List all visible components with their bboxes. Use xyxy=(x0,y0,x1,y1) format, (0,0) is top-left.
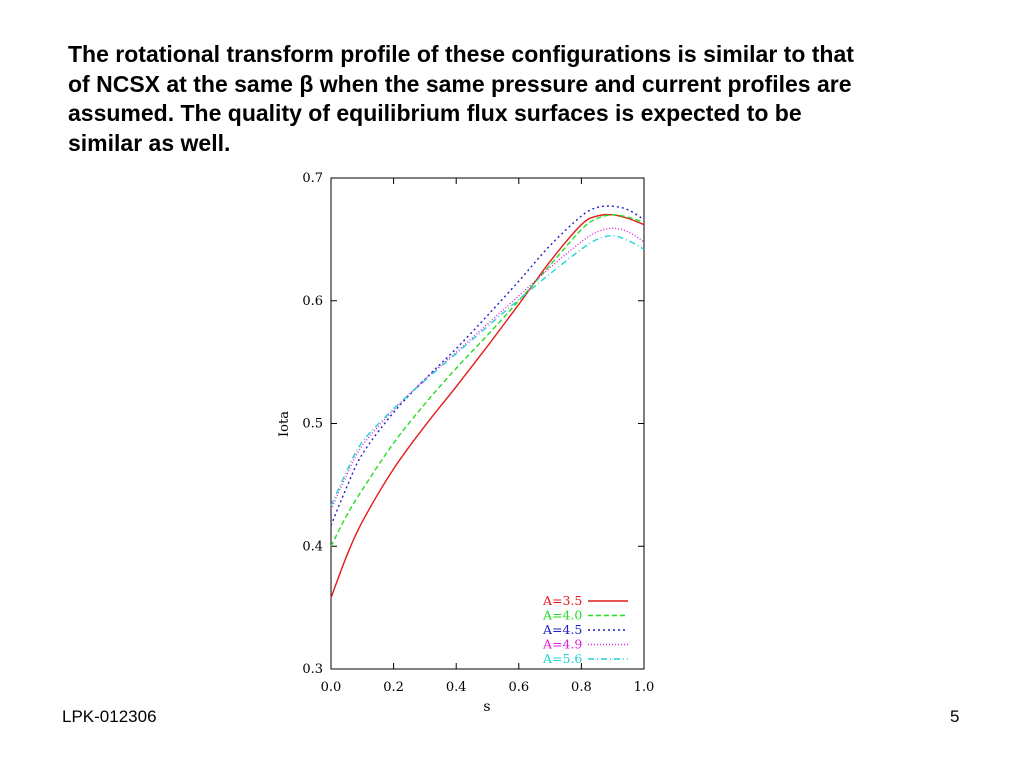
legend-label: A=5.6 xyxy=(542,651,582,666)
y-tick-label: 0.6 xyxy=(302,294,323,309)
heading-line: The rotational transform profile of thes… xyxy=(68,41,854,67)
legend-label: A=4.5 xyxy=(542,622,582,637)
x-tick-label: 0.4 xyxy=(446,680,467,695)
slide-heading: The rotational transform profile of thes… xyxy=(68,40,968,158)
heading-line: of NCSX at the same β when the same pres… xyxy=(68,70,852,97)
x-tick-label: 0.2 xyxy=(383,680,404,695)
series-line-0 xyxy=(330,213,645,599)
x-tick-label: 0.0 xyxy=(321,680,342,695)
x-tick-label: 1.0 xyxy=(634,680,655,695)
page-number: 5 xyxy=(950,707,960,726)
x-axis-label: s xyxy=(483,699,490,715)
legend-label: A=3.5 xyxy=(542,593,582,608)
x-tick-label: 0.6 xyxy=(508,680,529,695)
legend-label: A=4.0 xyxy=(542,608,582,623)
heading-line: assumed. The quality of equilibrium flux… xyxy=(68,100,802,126)
heading-line: similar as well. xyxy=(68,129,231,156)
series-line-3 xyxy=(330,227,645,510)
y-tick-label: 0.3 xyxy=(302,662,323,677)
series-line-4 xyxy=(330,234,645,507)
series-line-1 xyxy=(330,214,645,547)
y-tick-label: 0.5 xyxy=(302,417,323,432)
y-tick-label: 0.7 xyxy=(302,171,323,186)
x-tick-label: 0.8 xyxy=(571,680,592,695)
y-tick-label: 0.4 xyxy=(302,539,323,554)
legend-label: A=4.9 xyxy=(542,637,582,652)
series-line-2 xyxy=(330,205,645,526)
footer-document-id: LPK-012306 xyxy=(62,707,157,726)
y-axis-label: Iota xyxy=(277,411,292,437)
